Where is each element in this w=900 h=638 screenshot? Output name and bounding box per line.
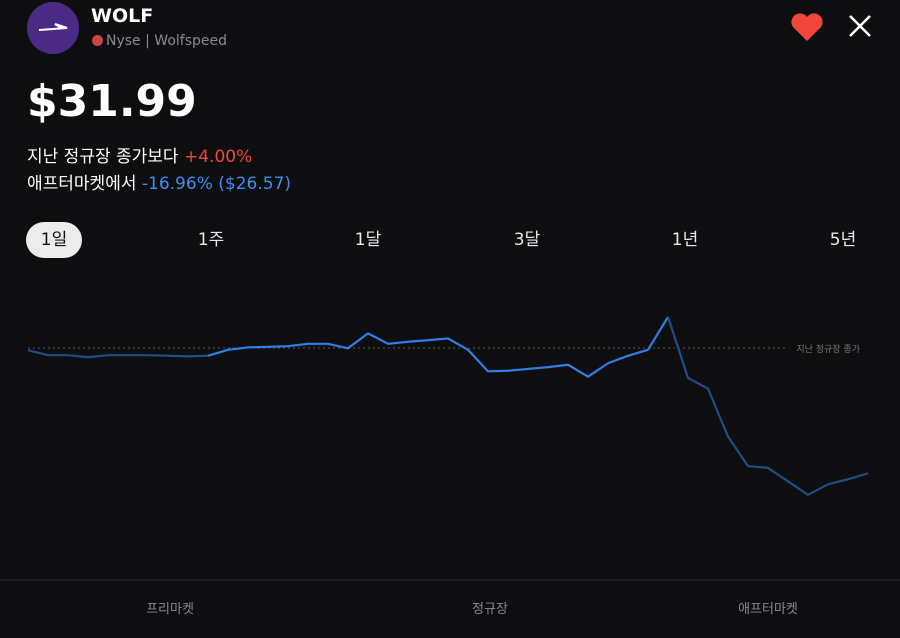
after-label: 애프터마켓에서 bbox=[27, 174, 137, 194]
range-tab[interactable]: 1달 bbox=[354, 230, 382, 250]
exchange: Nyse bbox=[106, 33, 141, 49]
range-tab[interactable]: 1주 bbox=[197, 230, 225, 250]
price-line bbox=[666, 316, 869, 496]
ticker: WOLF bbox=[91, 5, 154, 27]
change: +4.00% bbox=[183, 147, 253, 167]
after-change: -16.96% bbox=[141, 174, 213, 194]
favorite[interactable] bbox=[790, 12, 824, 42]
reference-label: 지난 정규장 종가 bbox=[796, 344, 860, 355]
exchange-line: Nyse | Wolfspeed bbox=[92, 33, 227, 49]
range-tab[interactable]: 3달 bbox=[513, 230, 541, 250]
price: $31.99 bbox=[27, 76, 197, 127]
after-price: ($26.57) bbox=[218, 174, 292, 194]
session-label: 애프터마켓 bbox=[738, 602, 798, 617]
price-line bbox=[27, 349, 209, 359]
logo bbox=[27, 2, 79, 54]
session-label: 프리마켓 bbox=[146, 602, 194, 617]
price-line bbox=[207, 316, 669, 378]
company: Wolfspeed bbox=[154, 33, 227, 49]
range-tab[interactable]: 5년 bbox=[829, 230, 857, 250]
close[interactable] bbox=[848, 14, 872, 38]
range-tab[interactable]: 1일 bbox=[26, 222, 82, 258]
after-line: 애프터마켓에서 -16.96% ($26.57) bbox=[27, 169, 291, 194]
session-label: 정규장 bbox=[472, 602, 508, 617]
change-label: 지난 정규장 종가보다 bbox=[27, 147, 179, 167]
change-line: 지난 정규장 종가보다 +4.00% bbox=[27, 142, 252, 167]
range-tab[interactable]: 1년 bbox=[671, 230, 699, 250]
